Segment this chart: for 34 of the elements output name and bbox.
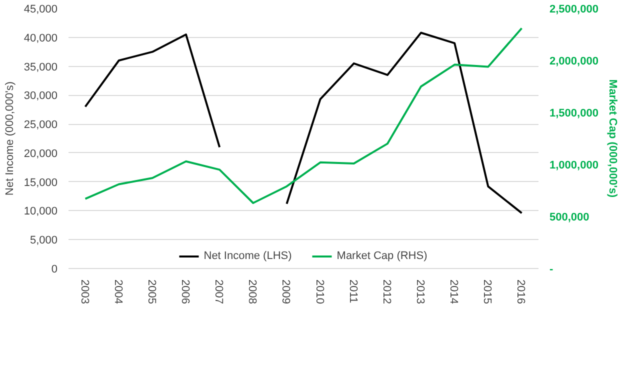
y2-axis-title: Market Cap (000,000's) xyxy=(606,79,618,198)
x-tick-label: 2011 xyxy=(346,280,359,304)
x-tick-label: 2014 xyxy=(448,280,460,304)
y-tick-label: 10,000 xyxy=(24,206,58,218)
y2-tick-label: - xyxy=(550,264,554,276)
y-tick-label: 45,000 xyxy=(24,4,58,16)
x-tick-label: 2015 xyxy=(481,280,494,304)
y-tick-label: 20,000 xyxy=(24,148,58,160)
y-tick-label: 0 xyxy=(51,264,58,276)
legend-label: Market Cap (RHS) xyxy=(336,250,428,262)
y2-tick-label: 2,000,000 xyxy=(550,56,598,68)
x-tick-label: 2005 xyxy=(145,280,158,304)
x-tick-label: 2008 xyxy=(246,280,258,304)
legend-label: Net Income (LHS) xyxy=(204,250,292,262)
y-tick-label: 30,000 xyxy=(24,90,58,102)
x-tick-label: 2010 xyxy=(313,280,326,304)
x-tick-label: 2016 xyxy=(514,280,527,304)
x-tick-label: 2012 xyxy=(380,280,392,304)
x-tick-label: 2003 xyxy=(78,280,90,304)
y2-tick-label: 1,000,000 xyxy=(550,160,598,172)
x-tick-label: 2009 xyxy=(280,280,292,304)
x-tick-label: 2006 xyxy=(179,280,191,304)
y-tick-label: 40,000 xyxy=(24,32,58,44)
y2-tick-label: 2,500,000 xyxy=(550,4,598,16)
y-tick-label: 15,000 xyxy=(24,176,58,189)
y-tick-label: 25,000 xyxy=(24,119,58,132)
y-tick-label: 35,000 xyxy=(24,61,58,74)
y-tick-label: 5,000 xyxy=(30,234,58,247)
y-axis-title: Net Income (000,000's) xyxy=(4,81,16,196)
x-tick-label: 2004 xyxy=(112,280,124,304)
x-tick-label: 2013 xyxy=(414,280,426,304)
x-tick-label: 2007 xyxy=(212,280,225,304)
y2-tick-label: 1,500,000 xyxy=(550,108,598,120)
y2-tick-label: 500,000 xyxy=(550,212,590,224)
